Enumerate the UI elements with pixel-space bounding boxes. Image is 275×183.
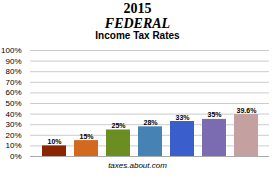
svg-text:28%: 28% — [143, 119, 158, 126]
svg-text:30%: 30% — [5, 120, 21, 129]
svg-text:25%: 25% — [111, 122, 126, 129]
svg-text:60%: 60% — [5, 88, 21, 97]
svg-text:90%: 90% — [5, 57, 21, 66]
svg-text:70%: 70% — [5, 78, 21, 87]
html-text:Income Tax Rates: Income Tax Rates — [95, 30, 180, 42]
svg-text:10%: 10% — [5, 141, 21, 150]
html-text:taxes.about.com: taxes.about.com — [108, 160, 167, 170]
html-text:FEDERAL: FEDERAL — [104, 15, 171, 31]
svg-text:39.6%: 39.6% — [237, 106, 258, 113]
svg-text:100%: 100% — [1, 46, 21, 55]
svg-text:35%: 35% — [207, 111, 222, 118]
svg-text:20%: 20% — [5, 131, 21, 140]
svg-text:50%: 50% — [5, 99, 21, 108]
svg-text:15%: 15% — [79, 132, 94, 139]
svg-text:33%: 33% — [175, 113, 190, 120]
svg-text:40%: 40% — [5, 110, 21, 119]
svg-text:80%: 80% — [5, 67, 21, 76]
svg-text:0%: 0% — [10, 152, 22, 161]
html-text:2015: 2015 — [123, 1, 152, 16]
svg-text:10%: 10% — [47, 138, 62, 145]
